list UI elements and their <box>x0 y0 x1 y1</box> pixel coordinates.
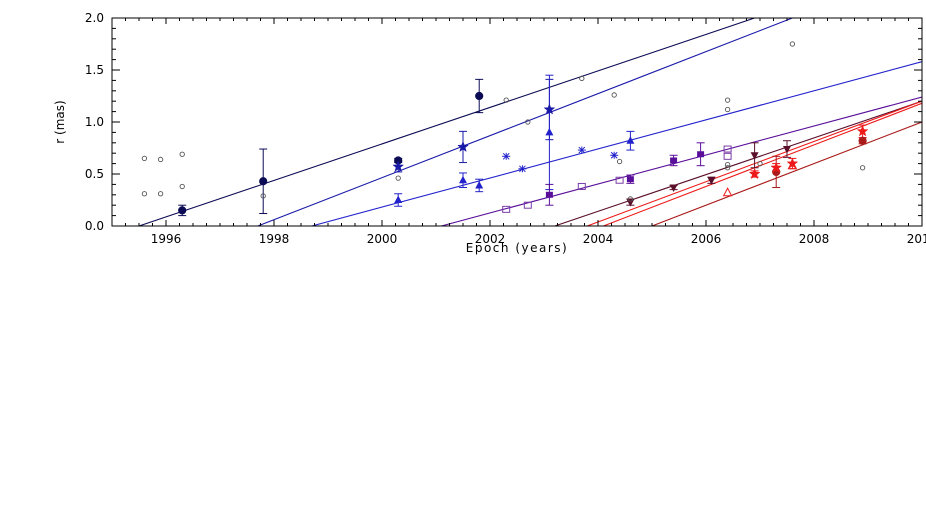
data-point-star <box>856 125 869 137</box>
data-point-open-circle <box>503 97 509 103</box>
data-markers <box>141 41 869 215</box>
data-point-down-triangle <box>783 146 791 154</box>
fit-line <box>651 121 922 226</box>
data-point-triangle <box>626 136 635 144</box>
data-point-open-circle <box>179 183 185 190</box>
y-tick-label: 1.0 <box>85 115 104 129</box>
data-point-star <box>543 103 556 115</box>
data-point-square <box>626 176 634 183</box>
data-point-star <box>392 160 405 172</box>
data-point-circle <box>858 136 867 145</box>
plot-frame <box>111 17 923 227</box>
data-point-open-square <box>523 201 532 209</box>
fit-line <box>311 61 922 226</box>
data-point-asterisk <box>502 152 511 160</box>
fit-line <box>554 100 922 226</box>
data-point-open-circle <box>395 175 401 181</box>
data-point-star <box>786 157 799 169</box>
data-point-open-circle <box>179 151 185 157</box>
data-point-square <box>545 191 553 198</box>
data-point-open-circle <box>757 160 763 167</box>
data-point-open-triangle <box>787 160 798 170</box>
data-point-triangle <box>459 175 467 184</box>
x-axis-title: Epoch (years) <box>466 241 568 255</box>
y-tick-label: 1.5 <box>85 63 104 77</box>
x-tick-label: 1996 <box>151 232 182 246</box>
data-point-open-square <box>723 145 732 153</box>
data-point-open-circle <box>525 119 531 125</box>
data-point-open-circle <box>789 41 796 47</box>
data-point-square <box>697 151 705 158</box>
x-tick-label: 2008 <box>799 232 830 246</box>
y-tick-label: 0.0 <box>85 219 104 233</box>
data-point-triangle <box>475 180 484 189</box>
x-tick-label: 1998 <box>259 232 290 246</box>
data-point-triangle <box>545 127 554 136</box>
data-point-open-circle <box>260 193 266 199</box>
data-point-open-square <box>615 176 624 184</box>
fit-line <box>257 18 793 226</box>
data-point-circle <box>178 206 187 215</box>
data-point-open-circle <box>157 191 164 197</box>
data-point-asterisk <box>610 151 619 159</box>
data-point-open-circle <box>157 156 164 163</box>
data-point-square <box>670 157 678 164</box>
data-point-triangle <box>394 195 403 203</box>
x-tick-label: 2004 <box>583 232 614 246</box>
data-point-open-circle <box>616 158 623 165</box>
data-point-open-circle <box>141 155 148 162</box>
data-point-open-square <box>577 182 586 190</box>
fit-lines <box>138 18 922 226</box>
y-axis-title: r (mas) <box>53 100 67 143</box>
plot-axes <box>111 17 923 227</box>
data-point-open-circle <box>579 75 585 81</box>
fit-line <box>603 102 922 226</box>
data-point-star <box>457 140 469 152</box>
data-point-circle <box>475 91 484 101</box>
x-tick-label: 2000 <box>367 232 398 246</box>
data-point-down-triangle <box>750 152 759 160</box>
data-point-open-square <box>723 152 732 160</box>
data-point-open-circle <box>627 196 634 202</box>
x-tick-label: 2006 <box>691 232 722 246</box>
data-point-asterisk <box>577 146 586 154</box>
data-point-down-triangle <box>707 177 716 185</box>
data-point-star <box>770 161 783 173</box>
data-point-down-triangle <box>669 184 678 193</box>
x-tick-label: 2002 <box>475 232 506 246</box>
data-point-down-triangle <box>626 199 635 207</box>
data-point-circle <box>259 177 268 186</box>
data-point-open-circle <box>859 165 866 171</box>
data-point-open-circle <box>141 191 148 197</box>
fit-line <box>138 18 755 226</box>
y-tick-label: 0.5 <box>85 167 104 181</box>
y-tick-label: 2.0 <box>85 11 104 25</box>
fit-line <box>441 96 922 226</box>
data-point-open-triangle <box>722 187 733 197</box>
data-point-open-square <box>502 205 511 213</box>
data-point-asterisk <box>518 165 527 173</box>
data-point-open-circle <box>724 161 731 168</box>
data-point-open-circle <box>724 97 731 103</box>
data-point-open-circle <box>724 106 731 113</box>
data-point-open-circle <box>611 92 617 98</box>
data-point-star <box>748 167 761 180</box>
data-point-open-circle <box>724 165 731 171</box>
